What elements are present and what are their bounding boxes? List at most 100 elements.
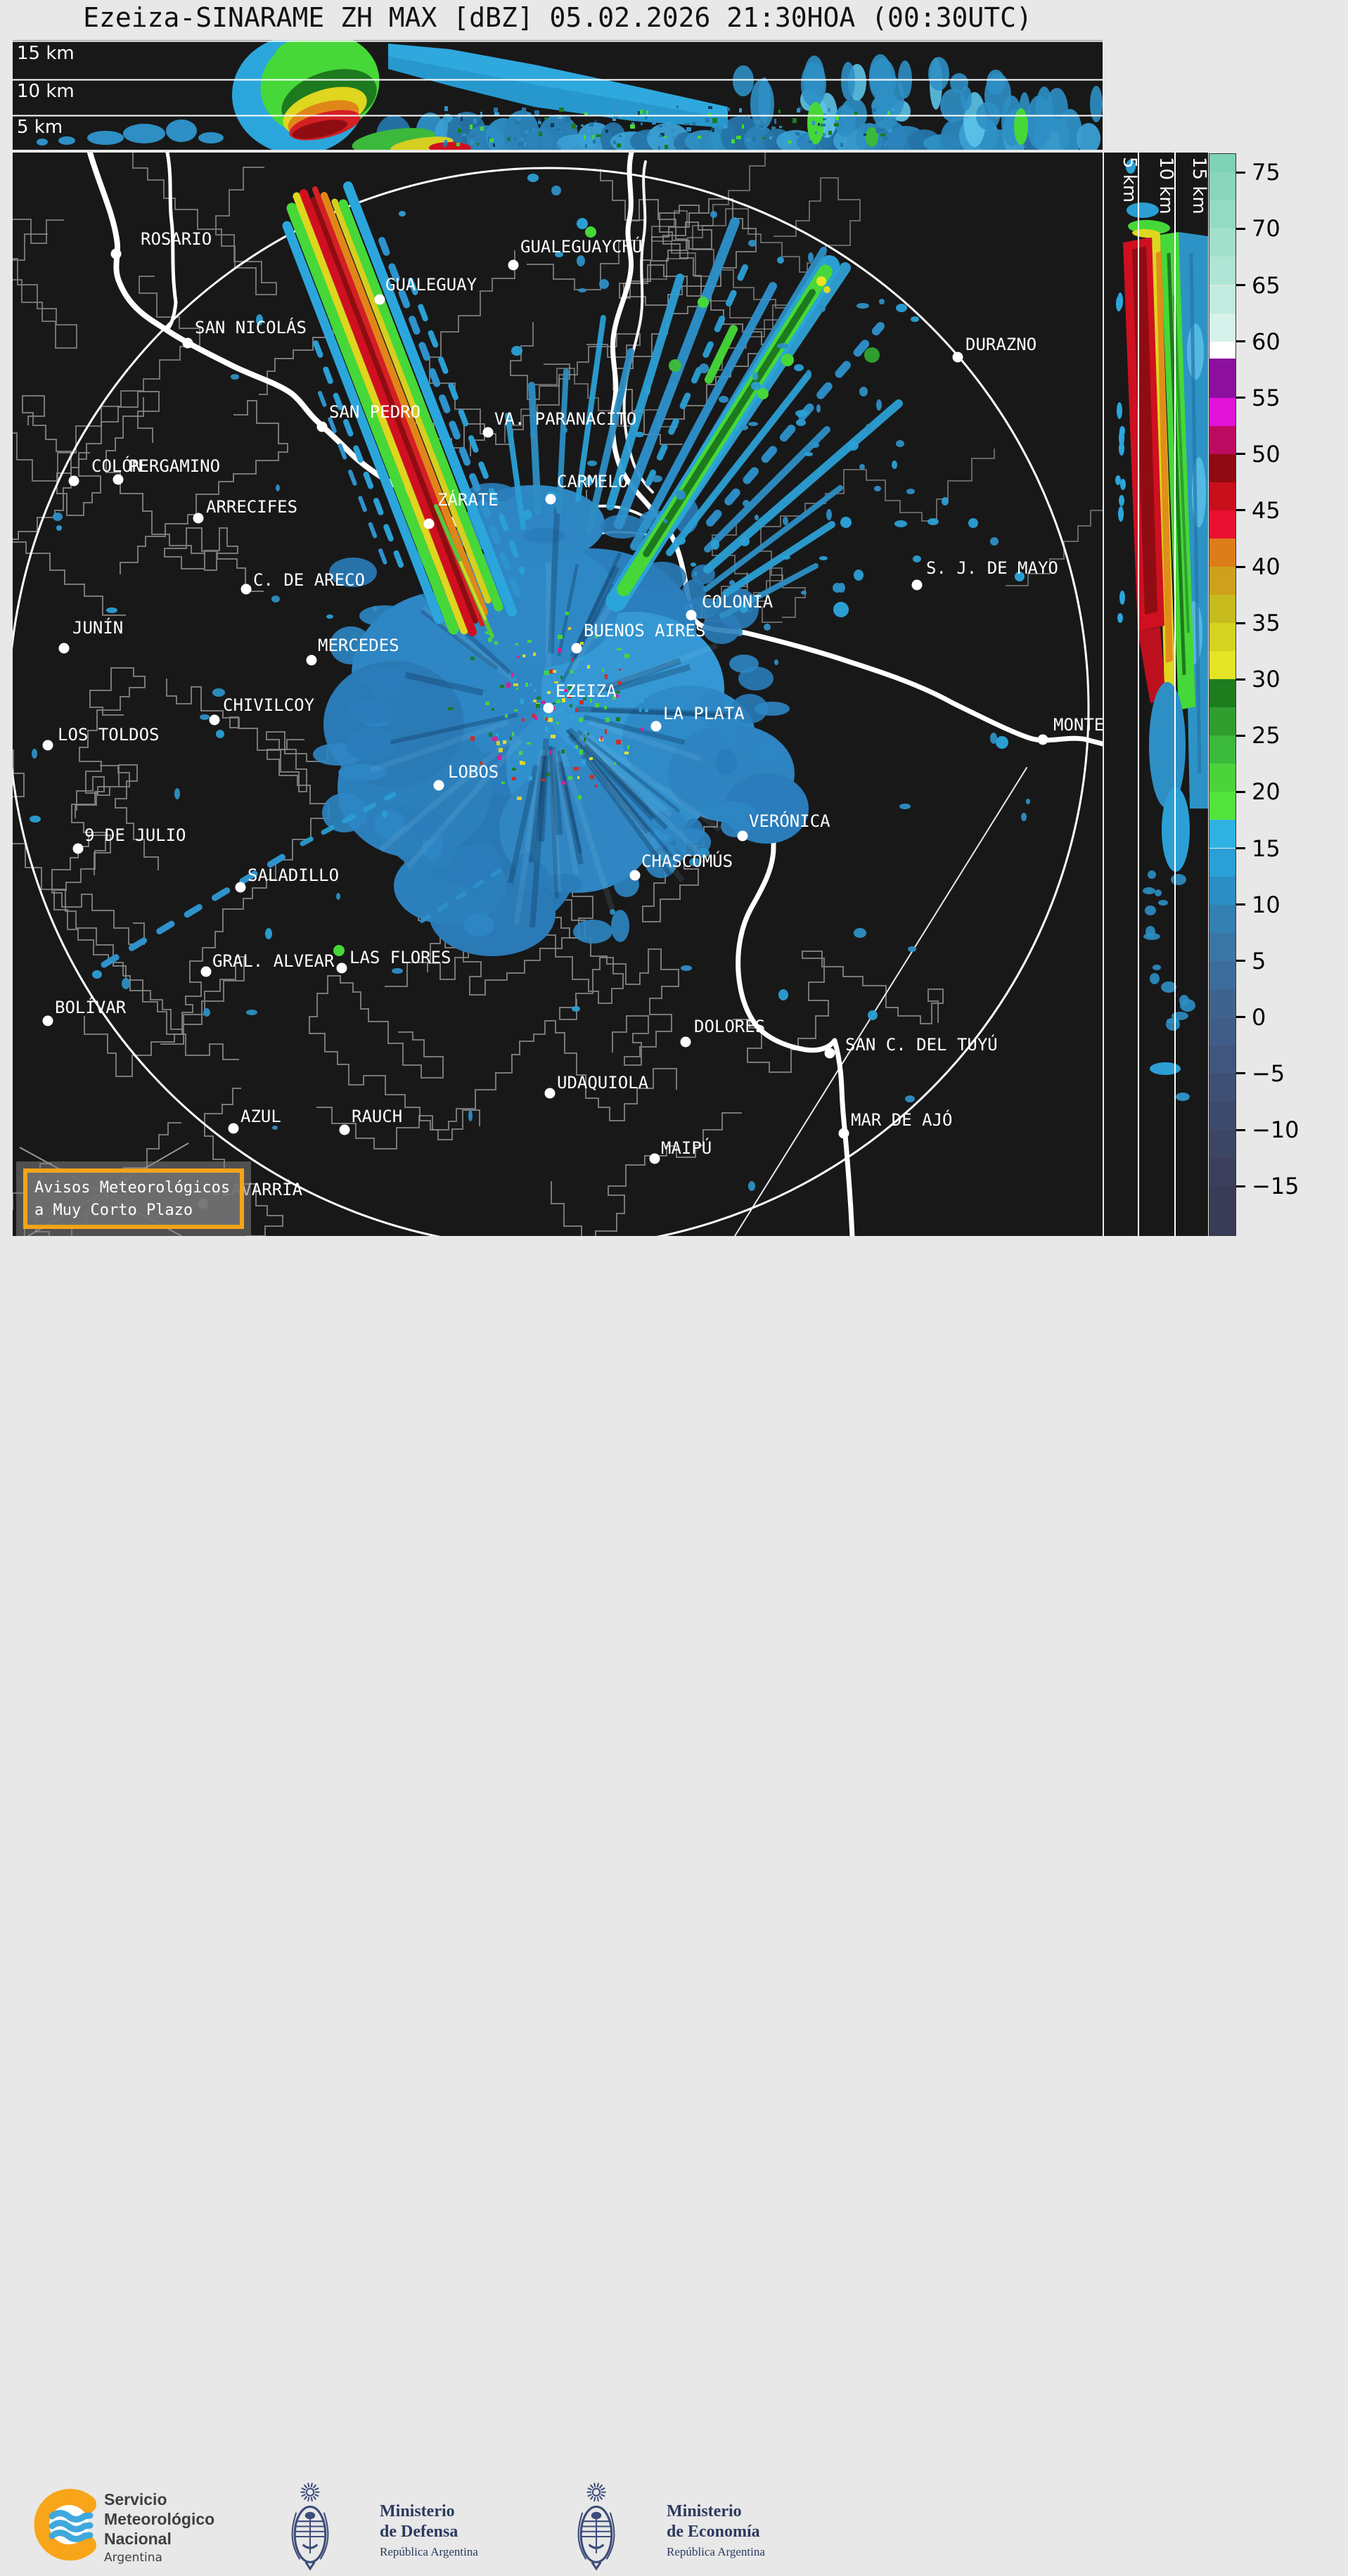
city-dot	[307, 655, 317, 666]
city-dot	[572, 643, 582, 654]
colorbar-band	[1209, 200, 1235, 228]
ministerio-defensa-wordmark: Ministerio de Defensa República Argentin…	[380, 2501, 478, 2560]
colorbar-tick	[1236, 960, 1245, 962]
colorbar-band	[1209, 961, 1235, 989]
colorbar-band	[1209, 877, 1235, 905]
colorbar-tick-label: 10	[1252, 891, 1280, 918]
city-dot	[544, 703, 554, 714]
height-label-15km: 15 km	[17, 44, 75, 63]
colorbar-band	[1209, 792, 1235, 820]
smn-wordmark: Servicio Meteorológico Nacional Argentin…	[104, 2490, 214, 2565]
colorbar-band	[1209, 154, 1235, 172]
colorbar-band	[1209, 482, 1235, 510]
city-dot	[236, 882, 246, 893]
colorbar-tick-label: 60	[1252, 328, 1280, 355]
colorbar-band	[1209, 651, 1235, 679]
city-dot	[686, 610, 697, 621]
colorbar-tick	[1236, 1185, 1245, 1187]
coat-of-arms-economia-icon	[571, 2478, 622, 2576]
colorbar-band	[1209, 1130, 1235, 1158]
colorbar-band	[1209, 285, 1235, 314]
city-dot	[43, 740, 53, 751]
colorbar-tick	[1236, 622, 1245, 624]
city-dot	[73, 844, 84, 854]
colorbar-band	[1209, 314, 1235, 342]
colorbar-band	[1209, 679, 1235, 707]
colorbar-band	[1209, 623, 1235, 651]
defensa-line-2: de Defensa	[380, 2522, 478, 2542]
city-dot	[113, 475, 124, 485]
ministerio-economia-wordmark: Ministerio de Economía República Argenti…	[667, 2501, 765, 2560]
colorbar-tick	[1236, 678, 1245, 681]
coat-of-arms-defensa-icon	[285, 2478, 335, 2576]
colorbar-band	[1209, 735, 1235, 764]
colorbar-tick-label: 30	[1252, 666, 1280, 693]
city-dot	[650, 1154, 660, 1164]
city-dot	[424, 519, 435, 529]
colorbar-tick-label: 20	[1252, 778, 1280, 805]
colorbar-band	[1209, 1017, 1235, 1045]
smn-sub: Argentina	[104, 2550, 214, 2565]
city-dot	[912, 580, 923, 591]
colorbar-tick	[1236, 284, 1245, 286]
colorbar-tick-label: 45	[1252, 497, 1280, 524]
city-dot	[69, 476, 79, 487]
footer-logos: Servicio Meteorológico Nacional Argentin…	[0, 1236, 1348, 1342]
colorbar-band	[1209, 172, 1235, 200]
colorbar-tick-label: −10	[1252, 1116, 1299, 1143]
radar-product-page: { "title": "Ezeiza-SINARAME ZH MAX [dBZ]…	[0, 0, 1348, 1342]
city-dot	[198, 1199, 209, 1209]
colorbar-band	[1209, 228, 1235, 257]
city-dot	[375, 295, 385, 305]
colorbar-band	[1209, 820, 1235, 848]
colorbar-tick	[1236, 735, 1245, 737]
colorbar-band	[1209, 707, 1235, 735]
colorbar-band	[1209, 905, 1235, 933]
vertical-cross-section-top: 15 km 10 km 5 km	[13, 40, 1103, 150]
dbz-colorbar	[1209, 154, 1235, 1235]
city-dot	[1038, 735, 1048, 745]
city-dot	[210, 715, 220, 726]
colorbar-tick	[1236, 228, 1245, 230]
colorbar-tick-label: 40	[1252, 553, 1280, 580]
city-dot	[59, 643, 70, 654]
colorbar-tick	[1236, 903, 1245, 906]
colorbar-band	[1209, 933, 1235, 961]
city-dot	[337, 963, 347, 974]
city-dot	[340, 1125, 350, 1135]
colorbar-band	[1209, 989, 1235, 1017]
colorbar-tick-label: 70	[1252, 215, 1280, 242]
colorbar-tick-label: 75	[1252, 159, 1280, 186]
right-cross-section-canvas	[1104, 153, 1208, 1236]
height-label-5km: 5 km	[17, 118, 63, 136]
colorbar-band	[1209, 257, 1235, 285]
colorbar-tick	[1236, 397, 1245, 399]
colorbar-band	[1209, 510, 1235, 539]
colorbar-band	[1209, 1102, 1235, 1130]
colorbar-tick	[1236, 172, 1245, 174]
colorbar-tick-label: 50	[1252, 441, 1280, 468]
colorbar-tick-label: 25	[1252, 722, 1280, 749]
city-dot	[651, 721, 662, 732]
city-dot	[546, 494, 556, 505]
city-dot	[183, 338, 193, 349]
radar-map-panel	[13, 153, 1103, 1236]
colorbar-band	[1209, 595, 1235, 623]
colorbar-tick	[1236, 1016, 1245, 1018]
colorbar-band	[1209, 1186, 1235, 1235]
city-dot	[43, 1016, 53, 1026]
colorbar-band	[1209, 398, 1235, 426]
colorbar-tick	[1236, 791, 1245, 793]
page-title: Ezeiza-SINARAME ZH MAX [dBZ] 05.02.2026 …	[13, 2, 1103, 37]
colorbar-band	[1209, 1074, 1235, 1102]
city-dot	[434, 780, 444, 791]
vertical-cross-section-right: 5 km 10 km 15 km	[1104, 153, 1208, 1236]
colorbar-tick	[1236, 1129, 1245, 1131]
city-dot	[193, 513, 204, 524]
city-dot	[681, 1037, 691, 1048]
top-cross-section-canvas	[13, 40, 1103, 150]
defensa-line-1: Ministerio	[380, 2501, 478, 2522]
economia-sub: República Argentina	[667, 2544, 765, 2560]
colorbar-tick	[1236, 566, 1245, 568]
colorbar-tick-label: 0	[1252, 1004, 1266, 1031]
